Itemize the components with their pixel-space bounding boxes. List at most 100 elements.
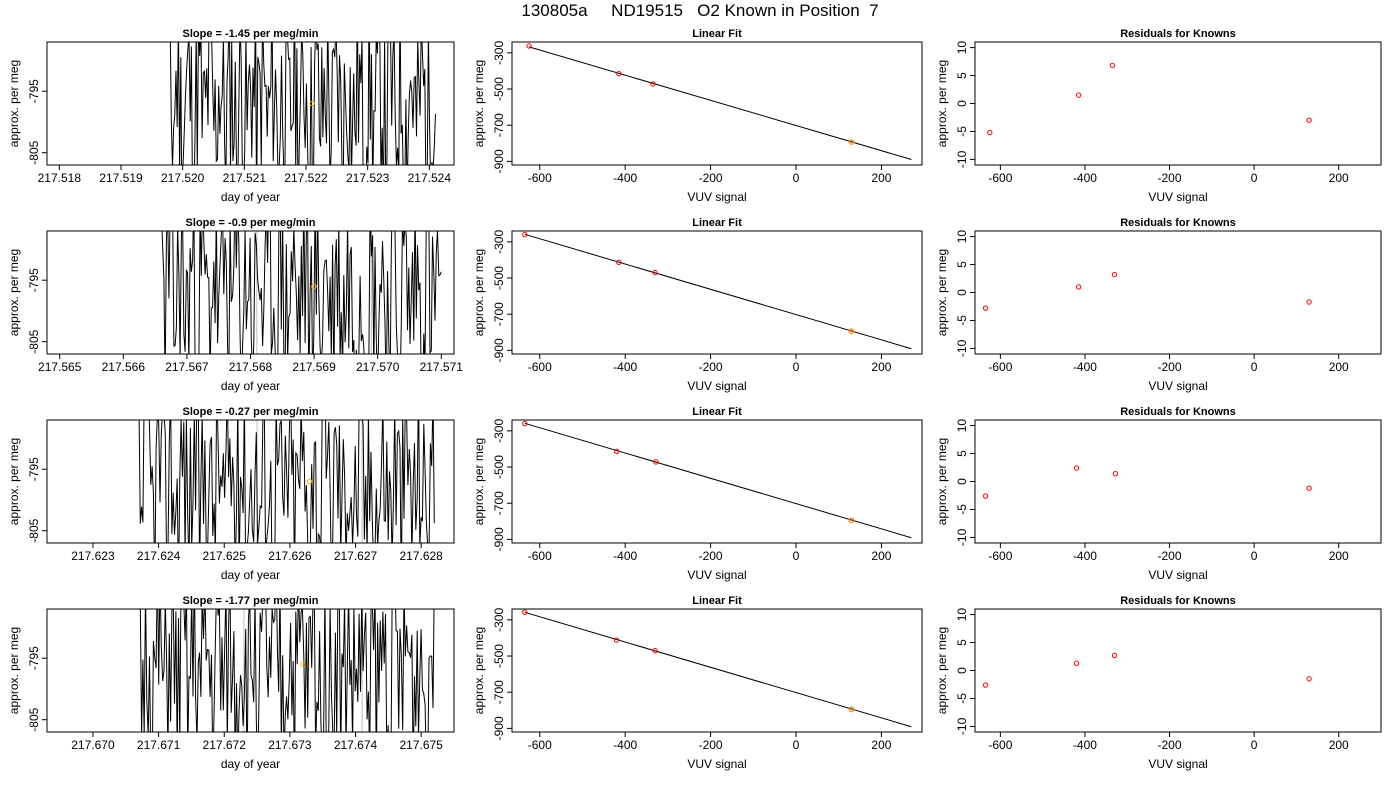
x-tick-label: 217.568 <box>229 360 273 374</box>
chart-title: Linear Fit <box>692 595 742 607</box>
x-tick-label: 217.570 <box>356 360 400 374</box>
x-axis-label: VUV signal <box>1148 379 1207 393</box>
x-tick-label: 0 <box>1251 738 1258 752</box>
data-point <box>650 81 656 87</box>
chart-title: Slope = -0.9 per meg/min <box>186 217 316 229</box>
x-tick-label: -400 <box>1073 549 1097 563</box>
x-tick-label: -600 <box>528 360 552 374</box>
y-tick-label: -700 <box>492 302 506 326</box>
x-tick-label: 217.565 <box>38 360 82 374</box>
chart-title: Slope = -1.45 per meg/min <box>182 28 318 40</box>
data-point <box>522 420 528 427</box>
data-point <box>522 609 528 615</box>
x-tick-label: 217.627 <box>334 549 378 563</box>
plot-area <box>161 231 442 354</box>
x-tick-label: 217.522 <box>284 171 328 185</box>
plot-frame <box>511 608 923 733</box>
x-tick-label: 217.569 <box>292 360 336 374</box>
plot-area <box>987 62 1312 136</box>
y-axis-label: approx. per meg <box>472 627 486 714</box>
x-tick-label: -200 <box>1158 171 1182 185</box>
chart-panel: -600 -400 -200 0 200 -300 -500 -700 -900 Linear F… <box>472 406 923 582</box>
x-tick-label: 200 <box>871 549 891 563</box>
x-axis-label: day of year <box>221 379 280 393</box>
y-tick-label: 10 <box>955 608 969 622</box>
chart-panel: -600 -400 -200 0 200 10 5 0 -5 -10 Residuals for K… <box>935 595 1382 771</box>
data-point <box>1306 117 1312 123</box>
y-tick-label: -10 <box>955 339 969 357</box>
y-tick-label: -805 <box>27 140 41 164</box>
data-point <box>311 283 317 290</box>
data-point <box>300 661 306 668</box>
plot-area <box>169 42 436 165</box>
y-tick-label: -805 <box>27 707 41 731</box>
y-tick-label: -10 <box>955 528 969 546</box>
chart-title: Linear Fit <box>692 406 742 418</box>
x-tick-label: 0 <box>1251 171 1258 185</box>
data-point <box>1306 485 1312 491</box>
y-tick-label: -500 <box>492 77 506 101</box>
x-tick-label: 0 <box>793 549 800 563</box>
data-point <box>1111 271 1118 278</box>
x-tick-label: 217.671 <box>137 738 181 752</box>
data-point <box>616 70 622 77</box>
x-tick-label: -400 <box>1073 738 1097 752</box>
y-tick-label: -795 <box>27 268 41 292</box>
chart-title: Linear Fit <box>692 28 742 40</box>
x-tick-label: 0 <box>793 360 800 374</box>
data-point <box>1073 660 1080 666</box>
chart-title: Slope = -0.27 per meg/min <box>182 406 318 418</box>
chart-title: Residuals for Knowns <box>1120 28 1236 40</box>
y-tick-label: -5 <box>955 693 969 704</box>
y-tick-label: -795 <box>27 457 41 481</box>
y-axis-label: approx. per meg <box>7 438 21 525</box>
x-tick-label: -600 <box>988 738 1012 752</box>
x-tick-label: 200 <box>1329 738 1349 752</box>
y-tick-label: -805 <box>27 518 41 542</box>
y-tick-label: 5 <box>955 72 969 79</box>
x-tick-label: -200 <box>1158 738 1182 752</box>
x-tick-label: 200 <box>1329 549 1349 563</box>
data-trace <box>161 231 442 354</box>
chart-panel: 217.565 217.566 217.567 217.568 217.569 217.5… <box>7 217 464 393</box>
y-tick-label: -10 <box>955 150 969 168</box>
x-tick-label: 217.571 <box>420 360 464 374</box>
x-tick-label: 0 <box>1251 360 1258 374</box>
known-point <box>848 139 855 145</box>
y-tick-label: -795 <box>27 79 41 103</box>
x-tick-label: 217.520 <box>161 171 205 185</box>
chart-title: Residuals for Knowns <box>1120 217 1236 229</box>
data-point <box>1109 62 1116 69</box>
x-tick-label: 217.674 <box>334 738 378 752</box>
x-tick-label: -400 <box>613 171 637 185</box>
y-tick-label: -5 <box>955 126 969 137</box>
chart-panel: -600 -400 -200 0 200 -300 -500 -700 -900 Linear F… <box>472 217 923 393</box>
x-tick-label: -200 <box>699 171 723 185</box>
x-tick-label: -200 <box>1158 549 1182 563</box>
data-point <box>1112 470 1119 477</box>
y-axis-label: approx. per meg <box>472 60 486 147</box>
plot-area <box>522 609 912 728</box>
chart-panel: -600 -400 -200 0 200 10 5 0 -5 -10 Residuals for K… <box>935 28 1382 204</box>
x-tick-label: 217.624 <box>137 549 181 563</box>
y-tick-label: -900 <box>492 149 506 173</box>
data-point <box>306 478 313 485</box>
data-point <box>1075 284 1082 290</box>
data-point <box>522 231 528 238</box>
plot-frame <box>974 419 1382 544</box>
y-axis-label: approx. per meg <box>7 60 21 147</box>
x-axis-label: VUV signal <box>1148 757 1207 771</box>
chart-panel: 217.518 217.519 217.520 217.521 217.522 217.5… <box>7 28 455 204</box>
y-axis-label: approx. per meg <box>472 249 486 336</box>
x-tick-label: 200 <box>871 171 891 185</box>
x-tick-label: -400 <box>613 549 637 563</box>
data-point <box>1306 299 1312 305</box>
chart-panel: -600 -400 -200 0 200 10 5 0 -5 -10 Residuals for K… <box>935 406 1382 582</box>
y-tick-label: -700 <box>492 680 506 704</box>
y-axis-label: approx. per meg <box>7 627 21 714</box>
y-axis-label: approx. per meg <box>7 249 21 336</box>
known-point <box>848 706 855 713</box>
x-tick-label: -600 <box>988 549 1012 563</box>
y-tick-label: 0 <box>955 478 969 485</box>
x-axis-label: day of year <box>221 190 280 204</box>
